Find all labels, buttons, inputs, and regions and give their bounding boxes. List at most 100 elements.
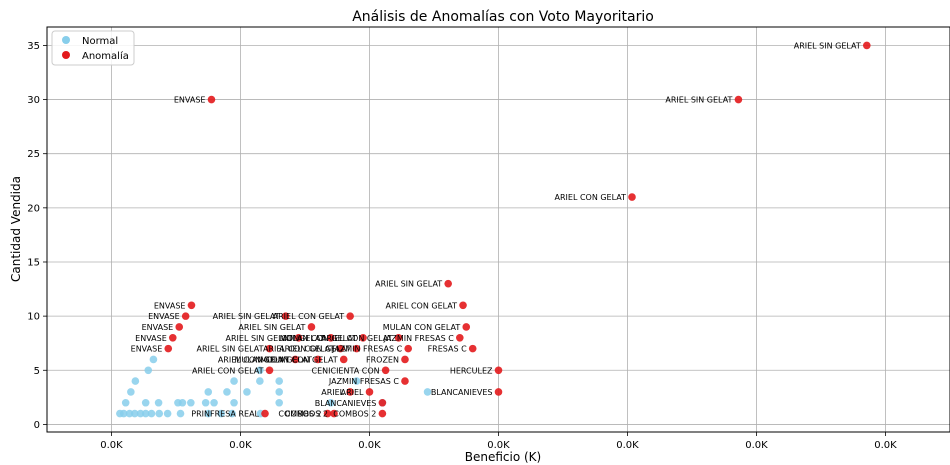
anomaly-point bbox=[265, 366, 274, 375]
anomaly-label: COMBOS 2 bbox=[333, 410, 376, 419]
anomaly-point bbox=[359, 333, 367, 342]
x-tick-label: 0.0K bbox=[616, 440, 639, 451]
normal-point bbox=[223, 388, 231, 396]
anomaly-label: PRINFRESA REAL bbox=[191, 410, 259, 419]
anomaly-label: ARIEL bbox=[341, 388, 364, 397]
x-tick-label: 0.0K bbox=[487, 440, 510, 451]
anomaly-label: ENVASE bbox=[174, 96, 206, 105]
anomaly-point bbox=[164, 344, 173, 353]
normal-point bbox=[204, 409, 213, 418]
normal-point bbox=[147, 409, 156, 418]
anomaly-point bbox=[207, 95, 216, 104]
normal-point bbox=[178, 398, 187, 407]
normal-point bbox=[154, 398, 163, 407]
legend: Normal Anomalía bbox=[51, 30, 135, 66]
anomaly-point bbox=[381, 366, 390, 375]
normal-point bbox=[230, 377, 238, 385]
normal-point bbox=[217, 409, 225, 418]
anomaly-label: FROZEN bbox=[366, 355, 399, 364]
normal-point bbox=[243, 388, 251, 396]
anomaly-point bbox=[394, 333, 403, 342]
legend-normal-marker bbox=[62, 36, 70, 44]
y-tick-label: 30 bbox=[27, 95, 40, 106]
anomaly-label: ENVASE bbox=[154, 301, 186, 310]
anomaly-label: CENICIENTA CON bbox=[312, 366, 380, 375]
anomaly-point bbox=[468, 344, 477, 353]
normal-point bbox=[204, 388, 213, 396]
legend-normal-label: Normal bbox=[82, 36, 118, 47]
anomaly-label: ARIEL CON GELAT bbox=[273, 312, 345, 321]
anomaly-label: ARIEL CON GELAT bbox=[279, 345, 351, 354]
y-tick-label: 15 bbox=[27, 257, 40, 268]
normal-point bbox=[176, 409, 185, 418]
anomaly-point bbox=[314, 355, 322, 364]
anomaly-label: FRESAS C bbox=[428, 345, 468, 354]
normal-point bbox=[275, 388, 284, 396]
anomaly-point bbox=[456, 333, 464, 342]
x-tick-label: 0.0K bbox=[745, 440, 768, 451]
anomaly-point bbox=[444, 279, 452, 288]
anomaly-point bbox=[734, 95, 743, 104]
y-tick-label: 0 bbox=[34, 420, 40, 431]
anomaly-label: JAZMIN FRESAS C bbox=[383, 334, 454, 343]
normal-point bbox=[210, 398, 218, 407]
anomaly-label: ARIEL SIN GELAT bbox=[375, 280, 442, 289]
anomaly-label: MULAN CON GELAT bbox=[234, 355, 312, 364]
normal-point bbox=[228, 409, 236, 418]
x-tick-label: 0.0K bbox=[874, 440, 897, 451]
y-tick-label: 35 bbox=[27, 41, 40, 52]
grid-layer bbox=[47, 27, 950, 432]
anomaly-label: ARIEL bbox=[321, 388, 344, 397]
normal-point bbox=[149, 355, 158, 364]
anomaly-point bbox=[307, 323, 316, 331]
normal-point bbox=[352, 377, 361, 385]
anomaly-label: COMBOS 2 bbox=[278, 410, 321, 419]
anomaly-label: ARIEL CON GELAT bbox=[555, 193, 627, 202]
anomaly-label: ARIEL SIN GELAT bbox=[665, 96, 732, 105]
anomaly-point bbox=[628, 193, 636, 201]
anomaly-label: ARIEL CON GELAT bbox=[218, 355, 290, 364]
anomaly-point bbox=[168, 333, 177, 342]
anomaly-label: MULAN CON GELAT bbox=[383, 323, 461, 332]
anomaly-label: ENVASE bbox=[135, 334, 167, 343]
anomaly-point bbox=[294, 333, 303, 342]
anomaly-point bbox=[323, 409, 332, 418]
anomaly-point bbox=[401, 355, 409, 364]
y-tick-label: 5 bbox=[34, 366, 40, 377]
anomaly-point bbox=[281, 312, 290, 320]
normal-point bbox=[141, 409, 150, 418]
anomaly-point bbox=[181, 312, 190, 320]
anomaly-label: ENVASE bbox=[148, 312, 180, 321]
anomaly-point bbox=[352, 344, 361, 353]
anomaly-point bbox=[494, 388, 503, 396]
points-layer bbox=[116, 41, 871, 418]
anomaly-point bbox=[187, 301, 196, 310]
plot-frame bbox=[46, 26, 950, 433]
anomaly-label: ARIEL SIN GELAT bbox=[196, 345, 263, 354]
anomaly-label: CONGELAT bbox=[281, 334, 325, 343]
anomaly-point bbox=[330, 409, 338, 418]
anomaly-label: COMBOS 2 bbox=[285, 410, 328, 419]
anomaly-label: HERCULEZ bbox=[450, 366, 493, 375]
y-axis-label: Cantidad Vendida bbox=[9, 176, 23, 282]
normal-point bbox=[163, 409, 172, 418]
anomaly-point bbox=[346, 388, 354, 396]
anomaly-point bbox=[336, 344, 345, 353]
anomaly-point bbox=[378, 398, 387, 407]
normal-point bbox=[201, 398, 210, 407]
anomaly-point bbox=[339, 355, 348, 364]
anomaly-point bbox=[862, 41, 871, 50]
normal-point bbox=[423, 388, 432, 396]
anomaly-point bbox=[327, 333, 335, 342]
anomaly-label: ENVASE bbox=[131, 345, 163, 354]
normal-point bbox=[144, 366, 153, 375]
normal-point bbox=[127, 388, 135, 396]
anomaly-label: JAZMIN FRESAS C bbox=[331, 345, 402, 354]
normal-point bbox=[256, 366, 264, 375]
x-axis-label: Beneficio (K) bbox=[465, 450, 541, 464]
x-tick-label: 0.0K bbox=[358, 440, 381, 451]
normal-point bbox=[121, 398, 130, 407]
